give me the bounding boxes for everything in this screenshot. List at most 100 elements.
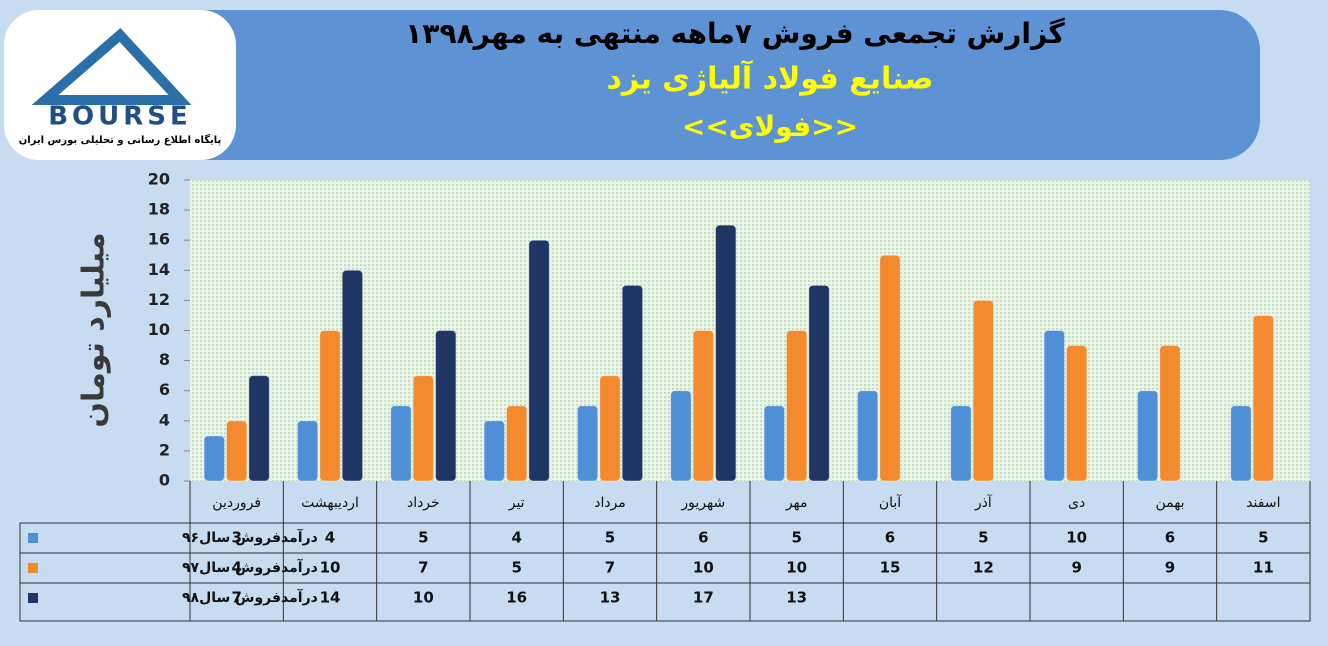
bar — [950, 405, 972, 482]
bar — [203, 435, 225, 482]
y-tick-label: 16 — [148, 230, 170, 249]
bar — [715, 224, 737, 482]
y-tick-label: 12 — [148, 290, 170, 309]
x-tick-label: اسفند — [1246, 495, 1280, 511]
table-value: 5 — [511, 559, 521, 577]
symbol: <<فولای>> — [682, 110, 858, 143]
table-value: 5 — [1258, 529, 1268, 547]
table-value: 7 — [231, 589, 241, 607]
table-value: 10 — [320, 559, 341, 577]
x-tick-label: مهر — [785, 495, 808, 511]
table-value: 5 — [978, 529, 988, 547]
bar — [412, 375, 435, 482]
bar — [341, 269, 364, 482]
x-tick-label: فروردین — [212, 495, 261, 511]
x-tick-label: خرداد — [407, 495, 440, 511]
legend-swatch — [28, 593, 38, 603]
x-tick-label: شهریور — [680, 495, 725, 511]
bar — [225, 420, 248, 482]
plot-area — [190, 180, 1310, 481]
bar — [505, 405, 528, 482]
table-value: 6 — [1165, 529, 1175, 547]
y-tick-label: 20 — [148, 170, 170, 189]
y-axis-label: میلیارد تومان — [77, 232, 112, 427]
bar — [1230, 405, 1252, 482]
bar — [1043, 330, 1065, 482]
bar — [248, 375, 270, 482]
x-tick-label: تیر — [508, 495, 525, 511]
bar — [296, 420, 319, 482]
y-tick-label: 4 — [159, 410, 170, 429]
table-value: 7 — [418, 559, 428, 577]
bar — [576, 405, 599, 482]
bar — [785, 330, 808, 482]
bar — [808, 284, 830, 482]
bar — [435, 330, 457, 482]
legend-label: درآمدفروش سال۹۶ — [182, 528, 318, 546]
bar — [1252, 314, 1275, 482]
table-value: 9 — [1165, 559, 1175, 577]
table-value: 10 — [693, 559, 714, 577]
table-value: 13 — [600, 589, 621, 607]
table-value: 4 — [231, 559, 241, 577]
bar — [1136, 390, 1159, 482]
legend-label: درآمدفروش سال۹۷ — [182, 558, 318, 576]
bar — [390, 405, 412, 482]
legend-swatch — [28, 533, 38, 543]
table-value: 15 — [880, 559, 901, 577]
y-tick-label: 2 — [159, 440, 170, 459]
table-value: 11 — [1253, 559, 1274, 577]
logo-caption: پایگاه اطلاع رسانی و تحلیلی بورس ایران — [19, 133, 222, 146]
y-tick-label: 8 — [159, 350, 170, 369]
y-tick-label: 14 — [148, 260, 170, 279]
bar — [1065, 345, 1088, 482]
y-tick-label: 6 — [159, 380, 170, 399]
bar — [879, 254, 901, 482]
bar — [599, 375, 621, 482]
bar — [621, 284, 644, 482]
table-value: 6 — [698, 529, 708, 547]
bar — [670, 390, 692, 482]
bar — [763, 405, 785, 482]
legend-label: درآمدفروش سال۹۸ — [182, 588, 318, 606]
bar — [692, 330, 715, 482]
table-value: 7 — [605, 559, 615, 577]
bar — [483, 420, 505, 482]
chart-subtitle: صنایع فولاد آلیاژی یزد — [607, 60, 934, 97]
y-tick-label: 10 — [148, 320, 170, 339]
table-value: 16 — [506, 589, 527, 607]
bar — [528, 239, 550, 482]
table-value: 5 — [791, 529, 801, 547]
logo-box — [4, 10, 236, 160]
x-tick-label: آذر — [974, 494, 993, 511]
table-value: 10 — [786, 559, 807, 577]
table-value: 14 — [320, 589, 341, 607]
table-value: 3 — [231, 529, 241, 547]
x-tick-label: مرداد — [594, 495, 626, 511]
logo-shape — [31, 28, 192, 105]
chart-title: گزارش تجمعی فروش ۷ماهه منتهی به مهر۱۳۹۸ — [405, 17, 1065, 50]
bar — [1159, 345, 1181, 482]
table-value: 4 — [511, 529, 521, 547]
table-value: 12 — [973, 559, 994, 577]
x-tick-label: اردیبهشت — [301, 495, 359, 511]
x-tick-label: دی — [1068, 495, 1085, 511]
x-tick-label: بهمن — [1155, 495, 1184, 511]
table-value: 13 — [786, 589, 807, 607]
table-value: 10 — [1066, 529, 1087, 547]
header-banner — [150, 10, 1260, 160]
table-value: 10 — [413, 589, 434, 607]
table-value: 5 — [605, 529, 615, 547]
table-value: 4 — [325, 529, 335, 547]
table-value: 9 — [1071, 559, 1081, 577]
x-tick-label: آبان — [879, 494, 902, 511]
table-value: 6 — [885, 529, 895, 547]
bar — [972, 299, 995, 482]
y-tick-label: 18 — [148, 200, 170, 219]
table-value: 5 — [418, 529, 428, 547]
legend-swatch — [28, 563, 38, 573]
table-value: 17 — [693, 589, 714, 607]
bar — [856, 390, 879, 482]
y-tick-label: 0 — [159, 471, 170, 490]
